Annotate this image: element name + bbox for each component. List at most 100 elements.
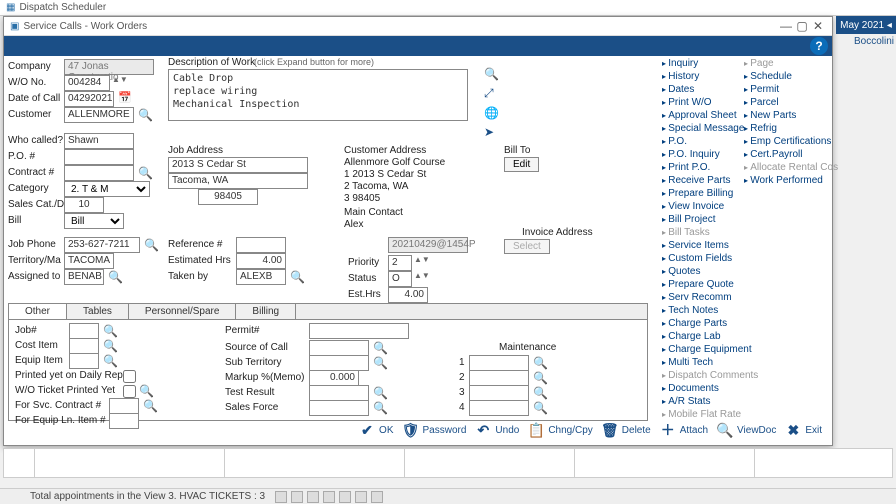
subterr-search-icon[interactable]: 🔍	[373, 356, 387, 370]
flag-icon[interactable]: ➤	[484, 125, 499, 139]
sidelink-inquiry[interactable]: Inquiry	[662, 57, 737, 70]
priority-spin[interactable]: ▲▼	[414, 255, 430, 264]
sidelink-page[interactable]: Page	[744, 57, 819, 70]
territory-field[interactable]: TACOMA	[64, 253, 114, 269]
jobphone-search-icon[interactable]: 🔍	[144, 238, 158, 252]
sidelink-dates[interactable]: Dates	[662, 83, 737, 96]
jobphone-field[interactable]: 253-627-7211	[64, 237, 140, 253]
contract-field[interactable]	[64, 165, 134, 181]
category-select[interactable]: 2. T & M	[64, 181, 150, 197]
sidelink-p-o-[interactable]: P.O.	[662, 135, 737, 148]
source-input[interactable]	[309, 340, 369, 356]
equipitem-search-icon[interactable]: 🔍	[103, 354, 117, 368]
esthrs-field[interactable]: 4.00	[388, 287, 428, 303]
sidelink-new-parts[interactable]: New Parts	[744, 109, 819, 122]
customer-field[interactable]: ALLENMORE	[64, 107, 134, 123]
ok-button[interactable]: ✔OK	[358, 421, 393, 439]
svc-contract-search-icon[interactable]: 🔍	[143, 399, 157, 413]
delete-button[interactable]: 🗑Delete	[601, 421, 651, 439]
sidelink-prepare-billing[interactable]: Prepare Billing	[662, 187, 737, 200]
wo-printed-search-icon[interactable]: 🔍	[139, 384, 153, 398]
calendar-icon[interactable]: 📅	[118, 91, 132, 105]
maint1-search-icon[interactable]: 🔍	[533, 356, 547, 370]
costitem-input[interactable]	[69, 338, 99, 354]
salesforce-search-icon[interactable]: 🔍	[373, 401, 387, 415]
sidelink-print-w-o[interactable]: Print W/O	[662, 96, 737, 109]
tab-other[interactable]: Other	[9, 304, 67, 319]
sidelink-parcel[interactable]: Parcel	[744, 96, 819, 109]
printed-checkbox[interactable]	[123, 370, 136, 383]
job-zip[interactable]: 98405	[198, 189, 258, 205]
sidelink-print-p-o-[interactable]: Print P.O.	[662, 161, 737, 174]
status-icon[interactable]	[307, 491, 319, 503]
sidelink-schedule[interactable]: Schedule	[744, 70, 819, 83]
sidelink-multi-tech[interactable]: Multi Tech	[662, 356, 737, 369]
sidelink-bill-project[interactable]: Bill Project	[662, 213, 737, 226]
wo-spin[interactable]: ▲▼	[112, 75, 128, 84]
tab-tables[interactable]: Tables	[67, 304, 129, 319]
sidelink-refrig[interactable]: Refrig	[744, 122, 819, 135]
date-field[interactable]: 04292021	[64, 91, 114, 107]
job-addr1[interactable]: 2013 S Cedar St	[168, 157, 308, 173]
source-search-icon[interactable]: 🔍	[373, 341, 387, 355]
status-icon[interactable]	[371, 491, 383, 503]
test-search-icon[interactable]: 🔍	[373, 386, 387, 400]
sidelink-serv-recomm[interactable]: Serv Recomm	[662, 291, 737, 304]
maint4-search-icon[interactable]: 🔍	[533, 401, 547, 415]
sidelink-receive-parts[interactable]: Receive Parts	[662, 174, 737, 187]
viewdoc-button[interactable]: 🔍ViewDoc	[716, 421, 776, 439]
maint2[interactable]	[469, 370, 529, 386]
sidelink-cert-payroll[interactable]: Cert.Payroll	[744, 148, 819, 161]
sidelink-work-performed[interactable]: Work Performed	[744, 174, 819, 187]
maint3[interactable]	[469, 385, 529, 401]
sidelink-documents[interactable]: Documents	[662, 382, 737, 395]
tab-personnel[interactable]: Personnel/Spare	[129, 304, 237, 319]
expand-icon[interactable]: ⤢	[484, 86, 499, 101]
job-input[interactable]	[69, 323, 99, 339]
sidelink-permit[interactable]: Permit	[744, 83, 819, 96]
sidelink-tech-notes[interactable]: Tech Notes	[662, 304, 737, 317]
equipitem-input[interactable]	[69, 353, 99, 369]
sidelink-view-invoice[interactable]: View Invoice	[662, 200, 737, 213]
who-field[interactable]: Shawn	[64, 133, 134, 149]
sidelink-p-o-inquiry[interactable]: P.O. Inquiry	[662, 148, 737, 161]
po-field[interactable]	[64, 149, 134, 165]
globe-icon[interactable]: 🌐	[484, 106, 499, 120]
maint2-search-icon[interactable]: 🔍	[533, 371, 547, 385]
permit-input[interactable]	[309, 323, 409, 339]
sidelink-special-message[interactable]: Special Message	[662, 122, 737, 135]
status-field[interactable]: O	[388, 271, 412, 287]
help-button[interactable]: ?	[810, 37, 828, 55]
maximize-button[interactable]: ▢	[794, 19, 810, 33]
customer-search-icon[interactable]: 🔍	[138, 108, 152, 122]
salescat-field[interactable]: 10	[64, 197, 104, 213]
close-button[interactable]: ✕	[810, 19, 826, 33]
svc-contract-input[interactable]	[109, 398, 139, 414]
undo-button[interactable]: ↶Undo	[474, 421, 519, 439]
sidelink-service-items[interactable]: Service Items	[662, 239, 737, 252]
sidelink-bill-tasks[interactable]: Bill Tasks	[662, 226, 737, 239]
test-input[interactable]	[309, 385, 369, 401]
exit-button[interactable]: ✖Exit	[784, 421, 822, 439]
password-button[interactable]: 🛡Password	[402, 421, 467, 439]
attach-button[interactable]: ＋Attach	[659, 421, 708, 439]
job-addr2[interactable]: Tacoma, WA	[168, 173, 308, 189]
contract-search-icon[interactable]: 🔍	[138, 166, 152, 180]
sidelink-prepare-quote[interactable]: Prepare Quote	[662, 278, 737, 291]
sidelink-approval-sheet[interactable]: Approval Sheet	[662, 109, 737, 122]
subterr-input[interactable]	[309, 355, 369, 371]
minimize-button[interactable]: —	[778, 19, 794, 33]
desc-field[interactable]: Cable Drop replace wiring Mechanical Ins…	[168, 69, 468, 121]
priority-field[interactable]: 2	[388, 255, 412, 271]
markup-input[interactable]: 0.000	[309, 370, 359, 386]
bill-select[interactable]: Bill	[64, 213, 124, 229]
status-icon[interactable]	[291, 491, 303, 503]
search-icon[interactable]: 🔍	[484, 67, 499, 81]
sidelink-history[interactable]: History	[662, 70, 737, 83]
sidelink-dispatch-comments[interactable]: Dispatch Comments	[662, 369, 737, 382]
maint4[interactable]	[469, 400, 529, 416]
tab-billing[interactable]: Billing	[236, 304, 296, 319]
maint1[interactable]	[469, 355, 529, 371]
job-search-icon[interactable]: 🔍	[103, 324, 117, 338]
assigned-field[interactable]: BENAB	[64, 269, 104, 285]
